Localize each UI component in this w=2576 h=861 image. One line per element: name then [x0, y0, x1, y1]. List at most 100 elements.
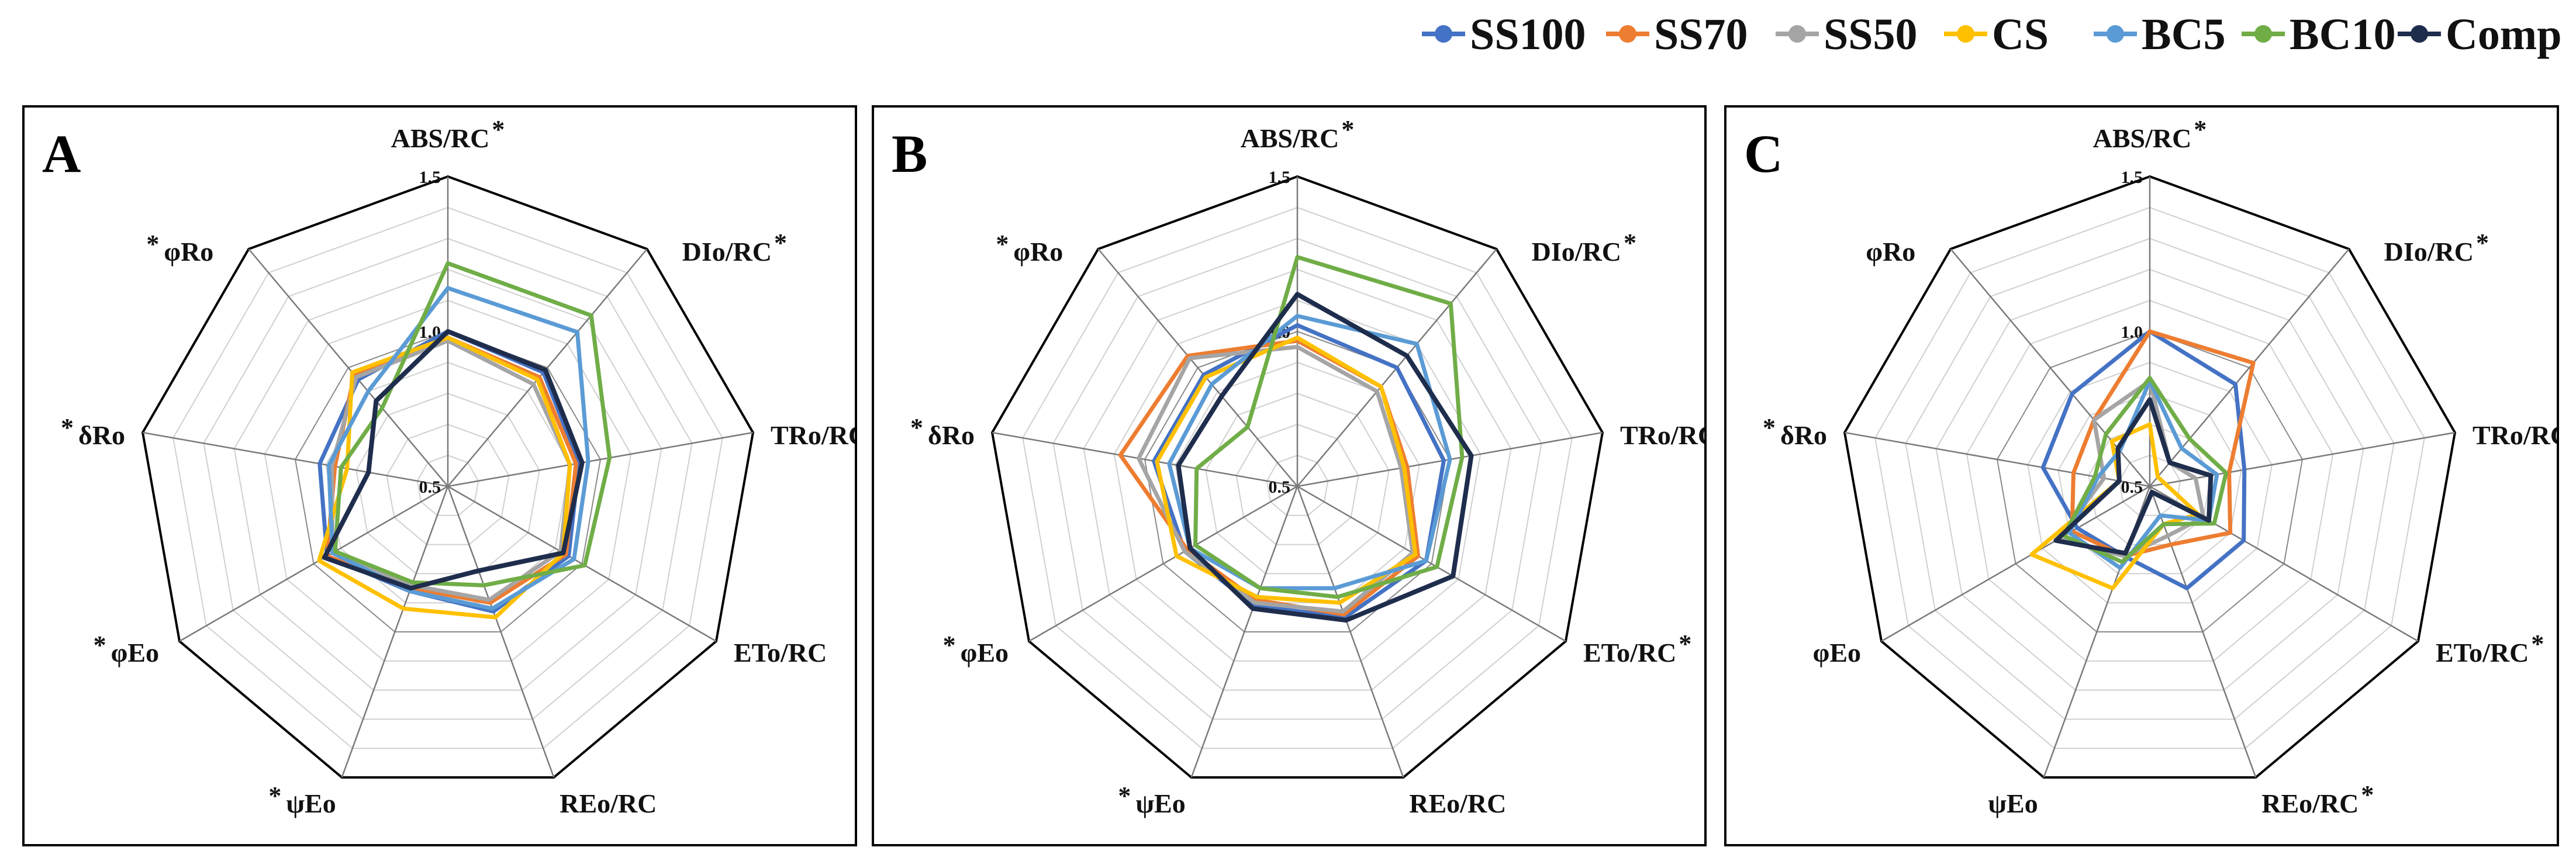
radar-grid-ring [1935, 268, 2364, 691]
radar-grid-ring [1205, 392, 1390, 575]
axis-label-ro: * δRo [61, 413, 125, 450]
radar-grid-ring [1052, 237, 1542, 720]
radar-panel-b: B0.51.01.5ABS/RC*DIo/RC*TRo/RC*ETo/RC*RE… [872, 105, 1707, 846]
axis-label-ro: φRo [1866, 237, 1915, 267]
radar-grid-ring [203, 237, 693, 720]
series-line-bc10 [1193, 255, 1465, 599]
axis-label-eto-rc: ETo/RC [734, 638, 827, 668]
series-line-bc5 [326, 286, 591, 611]
axis-label-tro-rc: TRo/RC* [1620, 412, 1704, 450]
legend-item-ss70: SS70 [1606, 10, 1748, 59]
legend-item-bc5: BC5 [2094, 10, 2226, 59]
legend-marker-cs [1957, 25, 1974, 43]
axis-label-tro-rc: TRo/RC* [2473, 412, 2557, 450]
radar-tick-label: 0.5 [419, 478, 441, 497]
axis-label-eto-rc: ETo/RC* [1583, 630, 1691, 668]
radar-spoke [248, 248, 448, 487]
radar-grid-ring [1083, 268, 1512, 691]
legend-marker-ss70 [1619, 25, 1636, 43]
radar-spoke [2149, 431, 2456, 487]
radar-panel-a: A0.51.01.5ABS/RC*DIo/RC*TRo/RC*ETo/RCREo… [22, 105, 857, 846]
radar-grid-ring [264, 299, 632, 662]
radar-grid-ring [1996, 330, 2304, 633]
series-line-ss50 [1137, 345, 1415, 614]
radar-grid-ring [2027, 361, 2273, 604]
axis-label-eo: ψEo [1988, 789, 2038, 818]
legend-label-comp: Comp [2446, 10, 2561, 59]
radar-spoke [179, 485, 448, 642]
axis-label-eto-rc: ETo/RC* [2436, 630, 2544, 668]
radar-grid [1843, 175, 2457, 779]
series-line-comp [1176, 292, 1474, 623]
series-line-ss50 [330, 338, 572, 602]
legend-item-ss50: SS50 [1776, 10, 1918, 59]
series-line-comp [322, 329, 585, 591]
radar-grid-ring [416, 454, 479, 516]
series-line-bc5 [1167, 314, 1452, 590]
radar-spoke [1297, 485, 1566, 642]
radar-spoke [447, 486, 555, 778]
radar-grid-ring [386, 423, 510, 545]
radar-spoke [1097, 248, 1298, 487]
radar-spoke [447, 431, 754, 487]
axis-label-dio-rc: DIo/RC* [682, 229, 787, 267]
legend-marker-ss50 [1788, 25, 1806, 43]
legend-label-ss100: SS100 [1470, 10, 1586, 59]
radar-tick-label: 1.5 [2121, 168, 2143, 187]
axis-label-reo-rc: REo/RC* [2261, 780, 2374, 818]
axis-label-ro: * φRo [146, 230, 213, 267]
radar-tick-label: 1.5 [1269, 168, 1291, 187]
series-line-ss100 [1152, 323, 1446, 620]
legend-item-bc10: BC10 [2242, 10, 2396, 59]
radar-tick-label: 1.5 [419, 168, 441, 187]
axis-label-tro-rc: TRo/RC* [771, 412, 855, 450]
axis-label-abs-rc: ABS/RC* [391, 115, 505, 153]
radar-outer-ring [990, 175, 1604, 779]
axis-label-eo: φEo [1813, 638, 1861, 668]
radar-tick-label: 0.5 [2121, 478, 2143, 497]
radar-spoke [447, 248, 648, 487]
axis-label-abs-rc: ABS/RC* [2093, 115, 2207, 153]
panel-letter: A [42, 124, 81, 184]
radar-spoke [2149, 248, 2350, 487]
radar-grid-ring [1144, 330, 1451, 633]
chart-legend: SS100 SS70 SS50 CS BC5 BC10 Comp [0, 0, 2576, 70]
legend-label-bc10: BC10 [2290, 10, 2396, 59]
radar-grid [990, 175, 1604, 779]
radar-tick-label: 0.5 [1269, 478, 1291, 497]
radar-grid-ring [1874, 206, 2425, 749]
legend-marker-bc5 [2107, 25, 2124, 43]
radar-spoke [1028, 485, 1298, 642]
series-line-ss70 [2070, 329, 2256, 559]
series-line-cs [2029, 422, 2201, 590]
legend-marker-comp [2411, 25, 2428, 43]
axis-label-eo: * ψEo [268, 782, 336, 818]
series-line-bc10 [2062, 376, 2228, 564]
series-line-bc5 [2067, 379, 2219, 570]
series-line-cs [1155, 336, 1418, 605]
radar-grid-ring [294, 330, 602, 633]
radar-grid-ring [2057, 392, 2242, 575]
axis-label-reo-rc: REo/RC [560, 789, 657, 818]
legend-label-bc5: BC5 [2142, 10, 2226, 59]
radar-grid-ring [1266, 454, 1329, 516]
legend-item-cs: CS [1944, 10, 2049, 59]
legend-item-comp: Comp [2398, 10, 2561, 59]
series-line-bc10 [333, 261, 612, 587]
legend-label-cs: CS [1992, 10, 2049, 59]
legend-marker-ss100 [1435, 25, 1452, 43]
radar-outer-ring [141, 175, 755, 779]
radar-spoke [341, 486, 449, 778]
axis-label-dio-rc: DIo/RC* [1532, 229, 1636, 267]
radar-grid-ring [1905, 237, 2395, 720]
legend-marker-bc10 [2254, 25, 2272, 43]
legend-label-ss50: SS50 [1824, 10, 1918, 59]
radar-spoke [1296, 486, 1404, 778]
panel-letter: C [1744, 124, 1783, 184]
radar-spoke [1190, 486, 1299, 778]
series-line-comp [2053, 397, 2214, 556]
radar-grid-ring [1113, 299, 1482, 662]
radar-grid-ring [1235, 423, 1359, 545]
radar-panel-c: C0.51.01.5ABS/RC*DIo/RC*TRo/RC*ETo/RC*RE… [1724, 105, 2559, 846]
axis-label-eo: * φEo [94, 631, 159, 668]
